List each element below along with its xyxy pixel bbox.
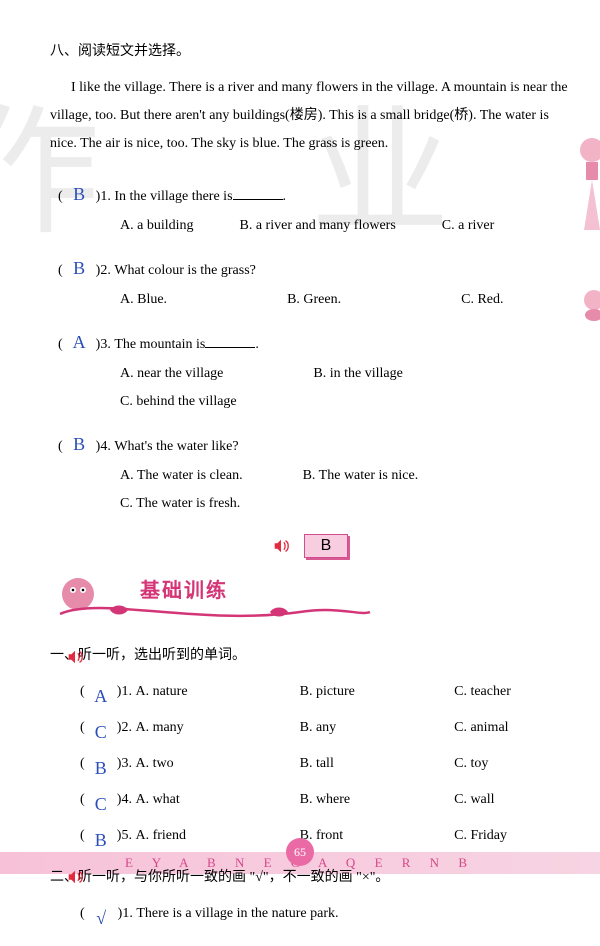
s8-q3-num: 3. [100, 331, 111, 359]
paren-open: ( [58, 183, 66, 211]
banner-label: 基础训练 [140, 574, 228, 603]
s8-q4-opt-c: C. The water is fresh. [120, 496, 240, 511]
s8-q4-stem: What's the water like? [114, 433, 238, 461]
audio-icon [66, 868, 84, 886]
s8-q1-stem: In the village there is [114, 183, 232, 211]
ex1-row-3: ( B ) 3. A. two B. tall C. toy [80, 750, 570, 786]
ex2-row-1: ( √ ) 1. There is a village in the natur… [80, 900, 570, 936]
audio-icon [66, 648, 84, 666]
audio-icon [272, 537, 290, 555]
ex1-row-5: ( B ) 5. A. friend B. front C. Friday [80, 822, 570, 858]
s8-q2: ( B ) 2. What colour is the grass? A. Bl… [50, 250, 570, 314]
mid-divider-row: B [50, 534, 570, 558]
s8-q2-num: 2. [100, 257, 111, 285]
stem-blank [233, 186, 283, 200]
ex1-r1-c: C. teacher [454, 678, 570, 714]
s8-q4: ( B ) 4. What's the water like? A. The w… [50, 426, 570, 518]
s8-q4-opt-a: A. The water is clean. [120, 462, 243, 490]
ex1-r1-a: A. nature [135, 678, 299, 714]
ex2-list: ( √ ) 1. There is a village in the natur… [50, 900, 570, 936]
s8-q3: ( A ) 3. The mountain is . A. near the v… [50, 324, 570, 416]
reading-passage: I like the village. There is a river and… [50, 74, 570, 158]
ex2-title: 二、听一听，与你所听一致的画 "√"，不一致的画 "×"。 [50, 866, 570, 886]
stem-blank [205, 334, 255, 348]
practice-banner: 基础训练 [40, 566, 570, 636]
s8-q4-num: 4. [100, 433, 111, 461]
s8-q3-opt-b: B. in the village [313, 360, 402, 388]
s8-q2-answer: B [66, 250, 92, 286]
s8-q1-num: 1. [100, 183, 111, 211]
paren-close: ) [92, 183, 100, 211]
ex1-r1-ans: A [88, 678, 113, 714]
s8-q3-opt-a: A. near the village [120, 360, 223, 388]
s8-q3-answer: A [66, 324, 92, 360]
s8-q1-answer: B [66, 176, 92, 212]
page-number: 65 [286, 838, 314, 866]
ex1-row-2: ( C ) 2. A. many B. any C. animal [80, 714, 570, 750]
s8-q1-opt-c: C. a river [442, 212, 494, 240]
s8-q1: ( B ) 1. In the village there is . A. a … [50, 176, 570, 240]
s8-q2-opt-a: A. Blue. [120, 286, 167, 314]
s8-q1-opt-a: A. a building [120, 212, 194, 240]
ex1-r2-ans: C [88, 714, 113, 750]
ex1-list: ( A ) 1. A. nature B. picture C. teacher… [50, 678, 570, 858]
section-8-title: 八、阅读短文并选择。 [50, 40, 570, 60]
ex1-r3-ans: B [88, 750, 113, 786]
s8-q4-opt-b: B. The water is nice. [303, 462, 419, 490]
ex2-r1-ans: √ [88, 900, 114, 936]
section-b-badge: B [304, 534, 349, 558]
s8-q2-opt-b: B. Green. [287, 286, 341, 314]
ex1-r1-b: B. picture [300, 678, 455, 714]
s8-q2-opt-c: C. Red. [461, 286, 503, 314]
ex1-row-4: ( C ) 4. A. what B. where C. wall [80, 786, 570, 822]
s8-q1-opt-b: B. a river and many flowers [240, 212, 396, 240]
ex1-title: 一、听一听，选出听到的单词。 [50, 644, 570, 664]
ex1-r4-ans: C [88, 786, 113, 822]
s8-q3-opt-c: C. behind the village [120, 394, 237, 409]
ex1-r5-ans: B [88, 822, 113, 858]
s8-q4-answer: B [66, 426, 92, 462]
s8-q3-stem: The mountain is [114, 331, 205, 359]
ex1-row-1: ( A ) 1. A. nature B. picture C. teacher [80, 678, 570, 714]
ex2-r1-text: There is a village in the nature park. [136, 900, 338, 936]
s8-q2-stem: What colour is the grass? [114, 257, 256, 285]
